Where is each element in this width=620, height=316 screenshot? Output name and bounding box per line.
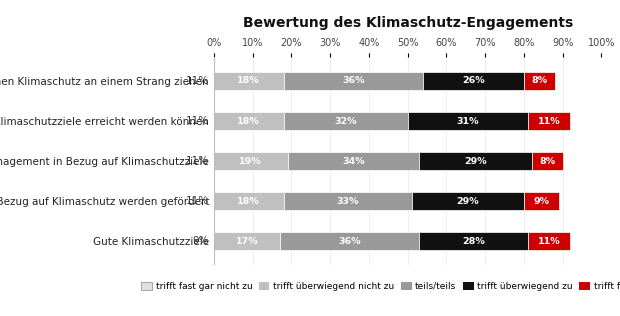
- Text: 36%: 36%: [339, 237, 361, 246]
- Text: 29%: 29%: [464, 157, 487, 166]
- Bar: [283, 72, 423, 90]
- Bar: [214, 232, 280, 250]
- Text: 11%: 11%: [186, 156, 209, 166]
- Bar: [524, 192, 559, 210]
- Legend: trifft fast gar nicht zu, trifft überwiegend nicht zu, teils/teils, trifft überw: trifft fast gar nicht zu, trifft überwie…: [138, 278, 620, 295]
- Text: 29%: 29%: [456, 197, 479, 206]
- Bar: [214, 72, 283, 90]
- Bar: [283, 112, 408, 130]
- Text: 11%: 11%: [186, 76, 209, 86]
- Text: 31%: 31%: [456, 117, 479, 125]
- Bar: [288, 152, 419, 170]
- Bar: [214, 192, 283, 210]
- Text: 33%: 33%: [337, 197, 359, 206]
- Text: 26%: 26%: [463, 76, 485, 85]
- Text: 11%: 11%: [186, 196, 209, 206]
- Bar: [423, 72, 524, 90]
- Text: 17%: 17%: [236, 237, 258, 246]
- Bar: [214, 112, 283, 130]
- Bar: [524, 72, 555, 90]
- Bar: [531, 152, 563, 170]
- Text: 36%: 36%: [342, 76, 365, 85]
- Text: 11%: 11%: [538, 237, 560, 246]
- Text: 18%: 18%: [237, 76, 260, 85]
- Bar: [214, 152, 288, 170]
- Text: 8%: 8%: [539, 157, 556, 166]
- Text: 34%: 34%: [342, 157, 365, 166]
- Text: 28%: 28%: [462, 237, 485, 246]
- Text: 9%: 9%: [533, 197, 549, 206]
- Title: Bewertung des Klimaschutz-Engagements: Bewertung des Klimaschutz-Engagements: [242, 16, 573, 30]
- Text: 11%: 11%: [186, 116, 209, 126]
- Text: 9%: 9%: [193, 236, 209, 246]
- Bar: [412, 192, 524, 210]
- Text: 32%: 32%: [334, 117, 357, 125]
- Text: 18%: 18%: [237, 117, 260, 125]
- Text: 8%: 8%: [531, 76, 547, 85]
- Bar: [419, 152, 531, 170]
- Bar: [419, 232, 528, 250]
- Text: 18%: 18%: [237, 197, 260, 206]
- Text: 19%: 19%: [239, 157, 262, 166]
- Bar: [528, 232, 570, 250]
- Bar: [283, 192, 412, 210]
- Bar: [280, 232, 419, 250]
- Bar: [528, 112, 570, 130]
- Bar: [408, 112, 528, 130]
- Text: 11%: 11%: [538, 117, 560, 125]
